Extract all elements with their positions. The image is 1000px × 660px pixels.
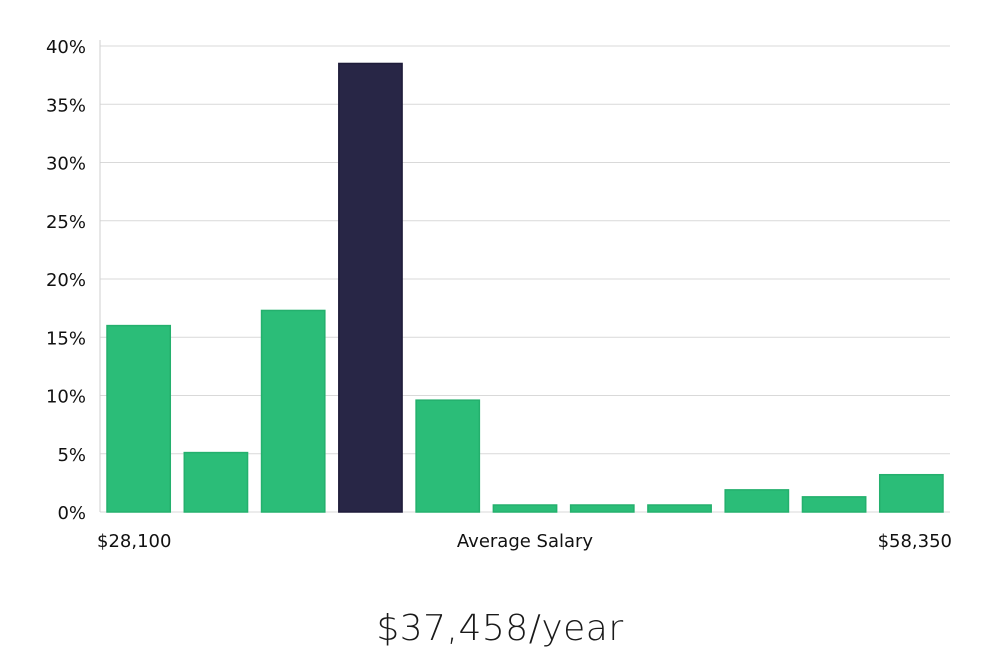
salary-distribution-chart: 0% 5% 10% 15% 20% 25% 30% 35% 40% $28,100 Averag… <box>46 37 952 552</box>
x-axis-label: Average Salary <box>457 531 594 552</box>
bars <box>106 62 944 513</box>
bar <box>415 399 481 513</box>
y-tick-label: 20% <box>46 270 86 291</box>
y-tick-label: 0% <box>57 503 86 524</box>
bar-highlighted <box>338 62 403 513</box>
bar <box>569 504 635 513</box>
bar <box>492 504 558 513</box>
y-tick-label: 40% <box>46 37 86 58</box>
bar <box>106 324 172 513</box>
y-tick-label: 35% <box>46 95 86 116</box>
y-tick-label: 15% <box>46 328 86 349</box>
y-tick-label: 30% <box>46 154 86 175</box>
bar <box>183 451 249 513</box>
x-axis-min-label: $28,100 <box>97 531 171 552</box>
bar <box>647 504 712 513</box>
y-tick-label: 5% <box>57 445 86 466</box>
x-axis-max-label: $58,350 <box>878 531 952 552</box>
y-axis-tick-labels: 0% 5% 10% 15% 20% 25% 30% 35% 40% <box>46 37 86 524</box>
y-tick-label: 25% <box>46 212 86 233</box>
grid-lines <box>100 45 950 513</box>
bar <box>801 496 867 513</box>
bar <box>260 309 326 513</box>
average-salary: $37,458/year <box>376 608 624 649</box>
bar <box>878 473 944 513</box>
bar <box>724 489 790 513</box>
y-tick-label: 10% <box>46 387 86 408</box>
